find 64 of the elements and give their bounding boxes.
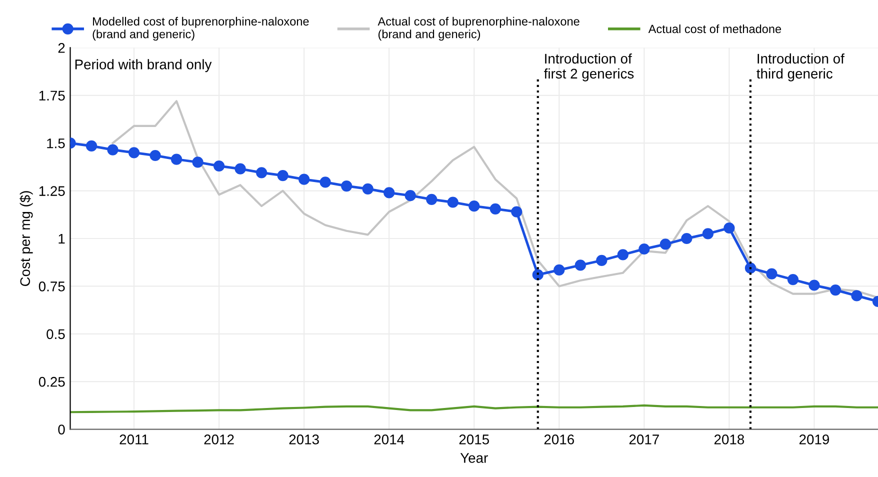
point <box>150 150 161 162</box>
point <box>574 260 586 271</box>
point <box>660 238 671 250</box>
y-tick-label: 1.75 <box>39 90 65 101</box>
y-tick-label: 1.25 <box>39 186 65 196</box>
point <box>808 280 820 291</box>
legend-label: Actual cost of buprenorphine-naloxone (brand and generic) <box>378 16 580 41</box>
point <box>851 290 862 302</box>
y-tick-label: 0.75 <box>38 282 65 292</box>
x-tick-label: 2016 <box>544 434 574 444</box>
point <box>384 187 395 198</box>
point <box>596 254 608 266</box>
y-tick-label: 0.25 <box>38 376 65 387</box>
point <box>362 183 374 194</box>
point <box>86 140 98 152</box>
point <box>277 170 288 182</box>
point <box>511 206 522 218</box>
y-tick-label: 1 <box>58 234 65 244</box>
y-tick-label: 2 <box>58 43 65 53</box>
point <box>426 194 438 205</box>
ref-line-label: Introduction of first 2 generics <box>544 53 634 82</box>
x-tick-label: 2017 <box>629 434 659 444</box>
annotation: Period with brand only <box>75 59 212 72</box>
point <box>298 174 310 185</box>
x-tick-label: 2013 <box>289 434 319 444</box>
legend-label: Actual cost of methadone <box>648 24 782 34</box>
point <box>468 200 480 212</box>
point <box>320 176 331 188</box>
point <box>447 196 458 208</box>
point <box>830 284 842 296</box>
point <box>170 154 182 165</box>
y-axis-title: Cost per mg ($) <box>20 191 33 286</box>
x-tick-label: 2018 <box>714 434 744 444</box>
point <box>256 167 268 178</box>
point <box>744 262 756 274</box>
point <box>128 147 140 158</box>
point <box>404 190 416 202</box>
line-series <box>70 404 878 414</box>
point <box>702 228 714 240</box>
x-axis-title: Year <box>460 453 488 463</box>
ref-line-label: Introduction of third generic <box>756 53 844 82</box>
y-tick-label: 0.5 <box>46 329 65 340</box>
point <box>107 144 118 156</box>
x-tick-label: 2011 <box>120 434 148 444</box>
point <box>532 269 544 280</box>
y-tick-label: 0 <box>58 424 65 434</box>
x-tick-label: 2014 <box>374 434 404 444</box>
point <box>638 243 650 255</box>
legend-label: Modelled cost of buprenorphine-naloxone (brand and generic) <box>92 16 309 41</box>
point <box>766 268 778 280</box>
point <box>490 203 501 214</box>
point <box>192 156 204 168</box>
point <box>341 180 352 192</box>
y-tick-label: 1.5 <box>47 138 65 148</box>
point <box>787 274 799 286</box>
point <box>681 232 692 244</box>
point <box>617 249 628 260</box>
point <box>554 264 565 276</box>
x-tick-label: 2015 <box>459 434 489 444</box>
point <box>724 222 735 234</box>
point <box>234 163 246 174</box>
x-tick-label: 2019 <box>799 434 830 444</box>
x-tick-label: 2012 <box>204 434 234 444</box>
point <box>213 160 225 172</box>
